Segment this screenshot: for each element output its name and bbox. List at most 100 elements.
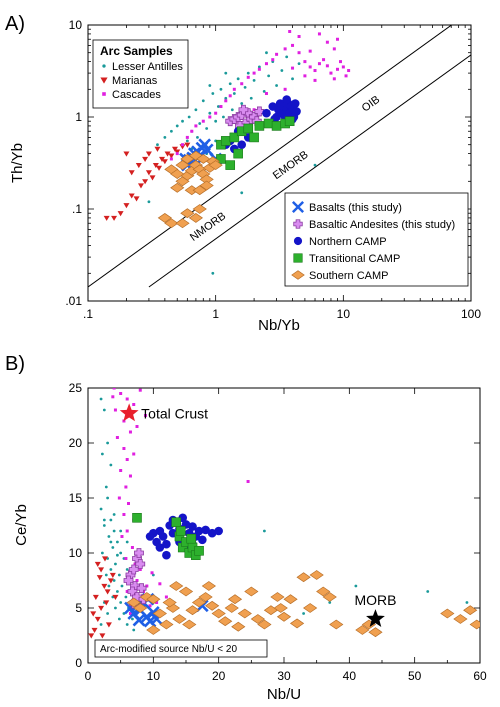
- legend-label-marianas: Marianas: [112, 75, 158, 87]
- point-cascades: [143, 414, 147, 417]
- legend-marker-southern-camp: [291, 270, 305, 280]
- point-cascades: [125, 529, 129, 533]
- point-lesser-antilles: [106, 612, 109, 615]
- point-southern-camp: [224, 603, 239, 613]
- point-cascades: [155, 601, 159, 604]
- y-tick-label-b: 5: [75, 601, 82, 615]
- point-southern-camp: [175, 160, 190, 171]
- point-cascades: [291, 43, 295, 47]
- point-cascades: [246, 480, 250, 483]
- point-basaltic-andesites-this-study: [123, 575, 134, 586]
- point-lesser-antilles: [112, 579, 116, 582]
- point-marianas: [133, 196, 140, 202]
- point-southern-camp: [257, 619, 272, 630]
- point-lesser-antilles: [147, 200, 151, 204]
- point-cascades: [158, 582, 162, 586]
- point-northern-camp: [290, 99, 300, 108]
- x-tick-label-b: 40: [343, 669, 357, 683]
- x-tick-label-a: 1: [212, 307, 219, 321]
- point-lesser-antilles: [102, 518, 106, 522]
- point-cascades: [138, 388, 142, 392]
- annotation-morb: MORB: [354, 592, 396, 608]
- point-marianas: [123, 203, 130, 209]
- point-transitional-camp: [171, 517, 181, 528]
- point-southern-camp: [205, 600, 220, 611]
- point-marianas: [101, 583, 108, 589]
- point-northern-camp: [282, 95, 291, 104]
- point-lesser-antilles: [117, 617, 121, 621]
- point-marianas: [171, 146, 178, 152]
- y-tick-label-b: 0: [75, 656, 82, 670]
- point-basaltic-andesites-this-study: [134, 548, 144, 558]
- point-southern-camp: [133, 603, 148, 613]
- y-tick-label-a: .01: [65, 294, 82, 308]
- point-southern-camp: [170, 169, 185, 179]
- point-cascades: [317, 32, 321, 36]
- point-cascades: [325, 40, 329, 44]
- point-marianas: [184, 142, 191, 148]
- point-marianas: [128, 193, 135, 199]
- point-cascades: [322, 58, 326, 62]
- point-lesser-antilles: [205, 127, 209, 130]
- point-northern-camp: [149, 528, 158, 538]
- point-transitional-camp: [194, 545, 204, 556]
- point-basaltic-andesites-this-study: [135, 559, 146, 569]
- arc-samples-legend: Arc Samples Lesser Antilles Marianas Cascad…: [92, 39, 189, 109]
- point-cascades: [133, 562, 137, 566]
- point-lesser-antilles: [285, 55, 289, 59]
- point-basaltic-andesites-this-study: [136, 583, 147, 594]
- series-cascades: [169, 29, 351, 161]
- point-cascades: [335, 37, 339, 41]
- panel-a-label: A): [5, 13, 25, 35]
- point-lesser-antilles: [112, 513, 116, 516]
- point-lesser-antilles: [109, 518, 113, 522]
- point-marianas: [137, 183, 144, 189]
- point-lesser-antilles: [263, 529, 266, 533]
- point-northern-camp: [198, 535, 207, 545]
- point-lesser-antilles: [100, 452, 104, 456]
- point-cascades: [308, 65, 312, 69]
- point-lesser-antilles: [156, 143, 159, 147]
- point-southern-camp: [296, 572, 311, 583]
- point-lesser-antilles: [280, 69, 284, 72]
- legend-label-northern-camp: Northern CAMP: [309, 236, 387, 248]
- point-cascades: [291, 66, 295, 70]
- point-lesser-antilles: [194, 108, 198, 112]
- plot-b-frame: [87, 387, 481, 664]
- point-marianas: [161, 159, 168, 165]
- point-lesser-antilles: [265, 51, 268, 55]
- point-cascades: [120, 535, 124, 538]
- y-tick-label-a: 1: [75, 110, 82, 124]
- point-cascades: [128, 474, 132, 478]
- point-cascades: [313, 69, 317, 73]
- point-cascades: [119, 392, 123, 395]
- point-lesser-antilles: [131, 617, 134, 621]
- point-basaltic-andesites-this-study: [238, 104, 249, 115]
- point-transitional-camp: [249, 132, 259, 143]
- series-southern-camp: [157, 150, 223, 229]
- point-lesser-antilles: [240, 191, 244, 195]
- point-lesser-antilles: [328, 601, 332, 604]
- point-marianas: [109, 572, 116, 578]
- panel-b-label: B): [5, 353, 25, 375]
- point-cascades: [303, 74, 307, 78]
- point-lesser-antilles: [106, 496, 109, 500]
- point-transitional-camp: [220, 136, 231, 146]
- point-cascades: [135, 425, 139, 428]
- point-cascades: [303, 60, 307, 64]
- point-cascades: [164, 595, 168, 599]
- point-cascades: [138, 568, 142, 571]
- point-lesser-antilles: [196, 136, 199, 139]
- point-transitional-camp: [225, 160, 236, 170]
- camp-legend-box: [284, 192, 469, 287]
- point-northern-camp: [214, 526, 223, 536]
- point-northern-camp: [158, 532, 168, 541]
- legend-label-basalts-this-study: Basalts (this study): [309, 202, 402, 214]
- point-southern-camp: [159, 619, 174, 630]
- point-lesser-antilles: [169, 129, 173, 133]
- point-cascades: [175, 152, 179, 156]
- point-basaltic-andesites-this-study: [254, 106, 265, 117]
- point-cascades: [135, 579, 139, 582]
- point-cascades: [246, 75, 250, 79]
- point-cascades: [313, 78, 317, 82]
